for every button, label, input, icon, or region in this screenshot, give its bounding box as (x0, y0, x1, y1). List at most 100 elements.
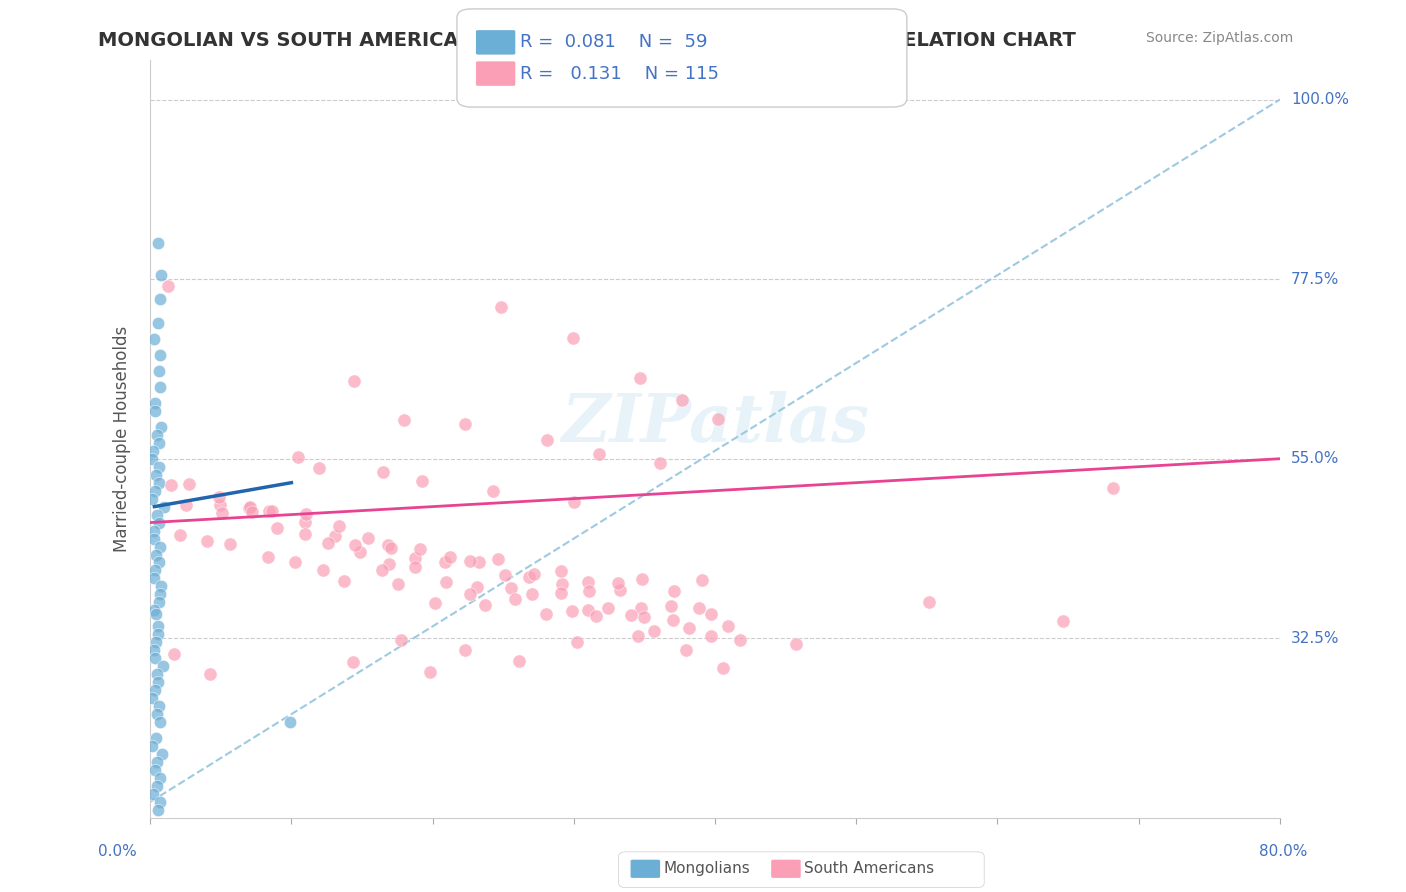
Point (149, 348, 172, 362)
Point (260, 504, 283, 518)
Point (551, 577, 574, 591)
Point (585, 609, 607, 624)
Point (408, 542, 430, 557)
Point (238, 501, 260, 516)
Text: 77.5%: 77.5% (1291, 272, 1340, 286)
Point (208, 498, 231, 512)
Point (567, 635, 589, 649)
Point (148, 675, 170, 690)
Point (342, 655, 364, 669)
Point (143, 564, 166, 578)
Point (380, 541, 402, 556)
Point (690, 573, 713, 587)
Point (349, 545, 371, 559)
Point (648, 456, 671, 470)
Point (489, 301, 512, 315)
Point (627, 629, 650, 643)
Point (146, 803, 169, 817)
Point (576, 575, 599, 590)
Point (145, 707, 167, 722)
Point (143, 396, 166, 410)
Point (145, 548, 167, 562)
Text: R =  0.081    N =  59: R = 0.081 N = 59 (520, 33, 707, 51)
Point (141, 451, 163, 466)
Point (146, 508, 169, 522)
Point (148, 619, 170, 633)
Point (578, 584, 600, 599)
Point (423, 595, 446, 609)
Text: 80.0%: 80.0% (1260, 845, 1308, 859)
Point (707, 411, 730, 425)
Text: 100.0%: 100.0% (1291, 92, 1350, 107)
Point (333, 574, 356, 588)
Point (458, 554, 481, 568)
Point (387, 577, 409, 591)
Point (433, 555, 456, 569)
Point (439, 550, 461, 565)
Y-axis label: Married-couple Households: Married-couple Households (114, 326, 131, 552)
Point (141, 739, 163, 753)
Point (628, 371, 651, 385)
Point (176, 498, 198, 512)
Point (517, 570, 540, 584)
Point (149, 587, 172, 601)
Point (149, 579, 172, 593)
Point (145, 635, 167, 649)
Point (145, 427, 167, 442)
Point (141, 691, 163, 706)
Point (728, 632, 751, 647)
Point (454, 642, 477, 657)
Point (458, 587, 481, 601)
Point (152, 500, 174, 514)
Point (434, 574, 457, 589)
Point (918, 595, 941, 609)
Point (142, 787, 165, 801)
Point (486, 552, 509, 566)
Point (146, 236, 169, 251)
Point (404, 560, 426, 574)
Text: Mongolians: Mongolians (664, 862, 751, 876)
Point (294, 527, 316, 541)
Point (468, 555, 491, 569)
Point (378, 557, 401, 571)
Point (662, 584, 685, 599)
Point (146, 627, 169, 641)
Point (219, 537, 242, 551)
Text: ZIPatlas: ZIPatlas (561, 391, 869, 456)
Point (596, 600, 619, 615)
Point (146, 667, 169, 681)
Point (145, 755, 167, 769)
Point (143, 404, 166, 418)
Point (145, 607, 167, 622)
Point (142, 443, 165, 458)
Text: 0.0%: 0.0% (98, 845, 138, 859)
Point (609, 583, 631, 598)
Point (149, 380, 172, 394)
Point (142, 643, 165, 657)
Point (143, 603, 166, 617)
Point (239, 500, 262, 515)
Point (287, 450, 309, 464)
Point (143, 571, 166, 585)
Point (659, 599, 682, 614)
Point (143, 332, 166, 346)
Point (536, 434, 558, 448)
Point (148, 364, 170, 378)
Point (149, 715, 172, 730)
Point (141, 491, 163, 506)
Point (562, 330, 585, 344)
Text: R =   0.131    N = 115: R = 0.131 N = 115 (520, 65, 720, 83)
Point (284, 555, 307, 569)
Point (522, 587, 544, 601)
Point (198, 667, 221, 681)
Point (474, 598, 496, 612)
Point (195, 534, 218, 549)
Point (150, 268, 173, 282)
Point (588, 447, 610, 461)
Point (606, 575, 628, 590)
Point (149, 771, 172, 785)
Point (266, 521, 288, 535)
Text: South Americans: South Americans (804, 862, 935, 876)
Point (257, 504, 280, 518)
Point (643, 624, 665, 639)
